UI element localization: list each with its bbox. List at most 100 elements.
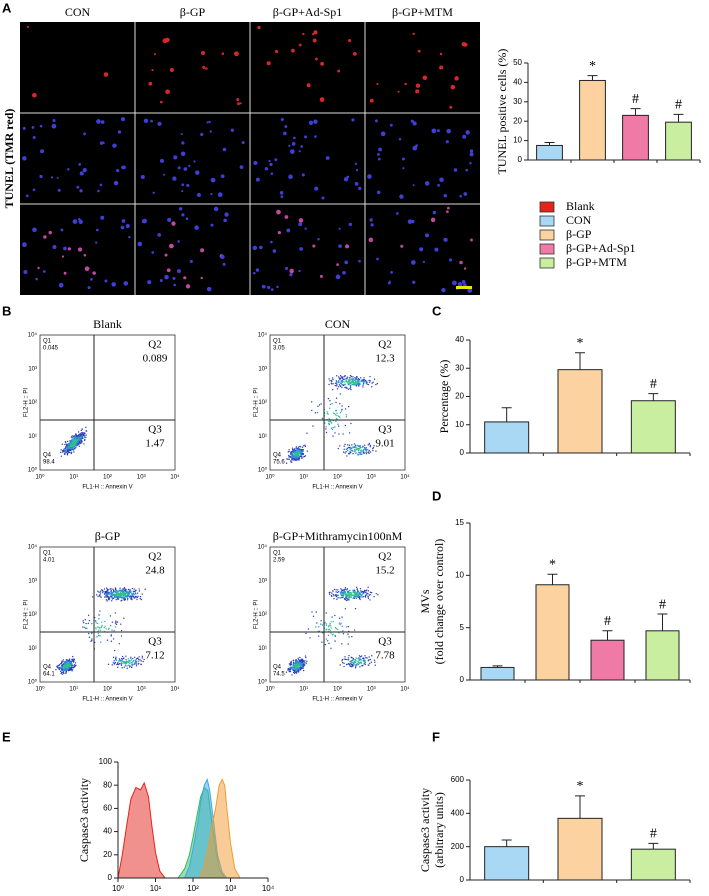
event-dot <box>321 624 324 626</box>
y-tick-label: 80 <box>103 780 112 789</box>
x-tick-label: 10¹ <box>150 884 162 893</box>
event-dot <box>365 591 367 594</box>
event-dot <box>139 597 141 600</box>
event-dot <box>75 664 77 667</box>
cell-dot <box>169 243 174 249</box>
event-dot <box>76 435 79 437</box>
event-dot <box>295 446 298 448</box>
cell-dot <box>412 184 415 187</box>
cell-dot <box>412 145 418 151</box>
event-dot <box>327 397 330 400</box>
event-dot <box>329 403 332 406</box>
cell-dot <box>457 282 463 287</box>
cell-dot <box>230 128 235 132</box>
event-dot <box>331 380 333 383</box>
event-dot <box>286 458 288 460</box>
cell-dot <box>186 183 190 188</box>
event-dot <box>301 456 303 458</box>
cell-dot <box>117 130 122 134</box>
bar <box>535 584 570 681</box>
cell-dot <box>77 247 83 252</box>
y-tick-label: 10⁴ <box>28 544 38 551</box>
event-dot <box>340 593 342 596</box>
event-dot <box>369 599 371 601</box>
column-header: β-GP+Ad-Sp1 <box>273 5 343 19</box>
event-dot <box>115 621 117 623</box>
event-dot <box>120 589 122 591</box>
event-dot <box>337 376 340 378</box>
event-dot <box>91 638 93 640</box>
event-dot <box>346 455 348 457</box>
event-dot <box>303 445 305 447</box>
event-dot <box>288 669 291 671</box>
event-dot <box>348 379 351 382</box>
cell-dot <box>325 156 330 160</box>
event-dot <box>360 377 362 379</box>
x-tick-label: 10⁴ <box>170 474 180 481</box>
cell-dot <box>181 141 185 145</box>
event-dot <box>65 442 67 444</box>
event-dot <box>304 444 306 446</box>
event-dot <box>132 590 135 593</box>
cell-dot <box>352 51 357 56</box>
event-dot <box>356 380 359 383</box>
event-dot <box>351 661 353 664</box>
event-dot <box>338 425 340 427</box>
event-dot <box>361 446 363 449</box>
event-dot <box>104 620 106 623</box>
event-dot <box>334 432 336 434</box>
event-dot <box>366 449 369 451</box>
event-dot <box>131 657 134 660</box>
event-dot <box>340 377 342 379</box>
cell-dot <box>299 247 304 251</box>
error-bar <box>673 113 684 123</box>
event-dot <box>136 598 138 601</box>
event-dot <box>373 595 375 598</box>
panel-label: D <box>432 488 441 503</box>
event-dot <box>293 671 296 673</box>
cell-dot <box>147 280 152 285</box>
cell-dot <box>32 135 36 140</box>
event-dot <box>355 586 358 588</box>
event-dot <box>133 663 135 666</box>
event-dot <box>80 432 82 434</box>
event-dot <box>359 446 362 449</box>
event-dot <box>112 590 115 592</box>
plot-title: CON <box>325 317 351 331</box>
event-dot <box>135 665 138 667</box>
event-dot <box>362 381 364 383</box>
event-dot <box>367 590 370 592</box>
event-dot <box>367 592 369 595</box>
event-dot <box>359 658 362 661</box>
event-dot <box>345 379 347 382</box>
event-dot <box>338 381 340 384</box>
event-dot <box>306 432 308 434</box>
event-dot <box>337 423 339 425</box>
event-dot <box>347 633 349 635</box>
event-dot <box>300 658 303 661</box>
legend-label: β-GP+MTM <box>566 255 627 269</box>
event-dot <box>81 440 83 442</box>
cell-dot <box>52 118 56 122</box>
cell-dot <box>163 173 166 176</box>
error-bar <box>492 665 503 668</box>
annotation: # <box>675 98 682 113</box>
event-dot <box>345 597 347 599</box>
y-tick-label: 0 <box>460 675 465 684</box>
event-dot <box>357 658 359 660</box>
cell-dot <box>26 25 29 29</box>
event-dot <box>367 444 369 446</box>
cell-dot <box>83 132 87 136</box>
event-dot <box>101 624 103 627</box>
event-dot <box>369 444 372 447</box>
event-dot <box>326 640 329 642</box>
event-dot <box>369 451 372 453</box>
cell-dot <box>369 218 373 222</box>
event-dot <box>77 442 79 444</box>
cell-dot <box>252 245 258 251</box>
event-dot <box>124 589 126 592</box>
cell-dot <box>417 49 421 53</box>
event-dot <box>115 595 117 597</box>
event-dot <box>103 626 105 629</box>
